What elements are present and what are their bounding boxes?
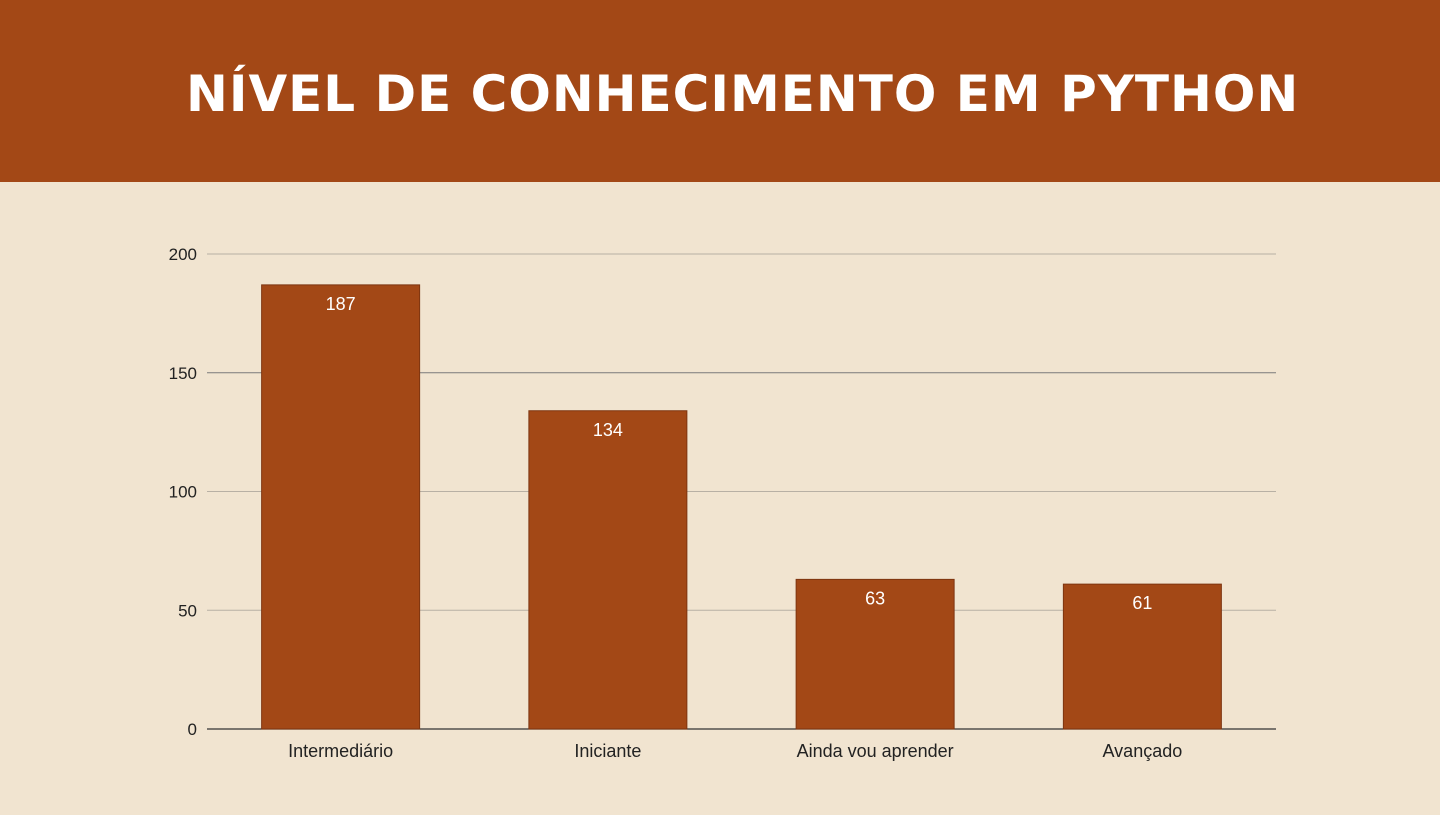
bar: [795, 578, 955, 730]
title-banner: NÍVEL DE CONHECIMENTO EM PYTHON: [0, 0, 1440, 182]
x-category-label: Intermediário: [288, 741, 393, 761]
y-tick-label: 150: [169, 364, 197, 383]
bar-value-label: 61: [1132, 593, 1152, 613]
y-tick-label: 200: [169, 245, 197, 264]
y-tick-label: 50: [178, 601, 197, 620]
bars: [261, 284, 1222, 730]
bar-value-label: 63: [865, 588, 885, 608]
y-tick-label: 100: [169, 483, 197, 502]
bar-chart-svg: 0 50 100 150 200 187 134 63 61 Intermediário Ini…: [169, 245, 1276, 761]
y-tick-label: 0: [188, 720, 197, 739]
bar-chart: 0 50 100 150 200 187 134 63 61 Intermediário Ini…: [0, 182, 1440, 810]
bar-value-label: 134: [593, 420, 623, 440]
data-labels: 187 134 63 61: [326, 294, 1153, 613]
bar-value-label: 187: [326, 294, 356, 314]
y-axis-ticks: 0 50 100 150 200: [169, 245, 197, 739]
x-category-label: Iniciante: [574, 741, 641, 761]
bar: [261, 284, 421, 730]
x-category-label: Avançado: [1103, 741, 1183, 761]
bar: [1062, 583, 1222, 730]
x-axis-categories: Intermediário Iniciante Ainda vou aprender…: [288, 741, 1182, 761]
bar: [528, 410, 688, 730]
x-category-label: Ainda vou aprender: [797, 741, 954, 761]
page-title: NÍVEL DE CONHECIMENTO EM PYTHON: [186, 65, 1300, 123]
